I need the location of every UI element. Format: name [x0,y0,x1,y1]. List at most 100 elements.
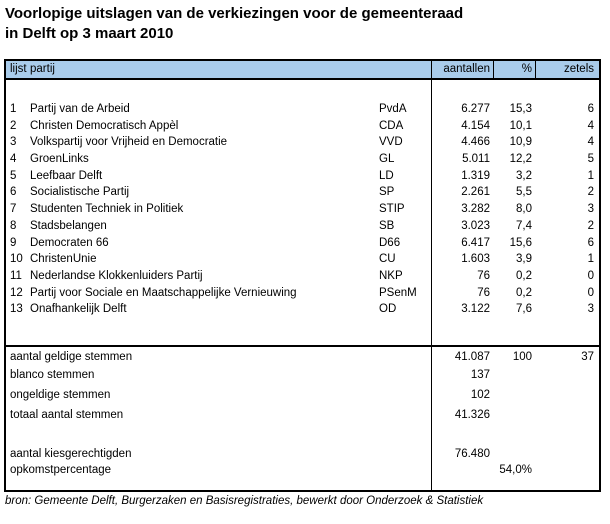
cell-afkorting: OD [379,303,397,316]
cell-zetels: 2 [587,186,594,199]
cell-pct: 12,2 [509,153,532,166]
cell-afkorting: D66 [379,236,401,249]
header-cell-lijst: lijst [10,63,27,75]
table-header-row: lijst partij aantallen % zetels [6,61,599,80]
cell-afkorting: PvdA [379,103,407,115]
results-table: lijst partij aantallen % zetels 1 Partij… [4,59,601,492]
total-pct [493,445,535,463]
header-cell-partij: partij [30,63,55,75]
cell-aantallen: 3.282 [431,201,493,218]
cell-pct: 15,3 [509,103,532,115]
cell-pct: 3,9 [516,253,532,266]
cell-pct: 0,2 [516,269,532,282]
cell-afkorting: CDA [379,119,404,132]
party-row: 2 Christen Democratisch Appèl CDA 4.154 … [6,117,599,135]
cell-afkorting: LD [379,169,394,182]
cell-partij: Volkspartij voor Vrijheid en Democratie [30,136,228,149]
cell-lijst: 1 [10,103,17,115]
party-row: 6 Socialistische Partij SP 2.261 5,5 2 [6,184,599,202]
cell-lijst: 8 [10,219,17,232]
cell-lijst: 3 [10,136,17,149]
cell-pct: 10,1 [509,119,532,132]
cell-partij: Nederlandse Klokkenluiders Partij [30,269,203,282]
header-cell-afkorting [379,61,431,78]
cell-zetels: 6 [587,236,594,249]
total-zetels [535,445,599,463]
cell-pct: 15,6 [509,236,532,249]
cell-partij: ChristenUnie [30,253,97,266]
cell-zetels: 1 [587,169,594,182]
cell-lijst: 4 [10,153,17,166]
cell-zetels: 1 [587,253,594,266]
cell-afkorting: SB [379,219,395,232]
totals-row-geldige-stemmen: aantal geldige stemmen 41.087 100 37 [6,344,599,365]
cell-pct: 3,2 [516,169,532,182]
cell-pct: 7,6 [516,303,532,316]
cell-zetels: 0 [587,286,594,299]
spacer-row [6,317,599,345]
cell-lijst: 7 [10,203,17,216]
total-aantallen: 76.480 [431,444,493,463]
header-cell-aantallen: aantallen [431,61,493,78]
spacer-row [6,80,599,101]
page-title-line1: Voorlopige uitslagen van de verkiezingen… [5,5,464,22]
party-row: 4 GroenLinks GL 5.011 12,2 5 [6,151,599,168]
total-aantallen: 137 [431,364,493,385]
cell-zetels: 4 [587,136,594,149]
cell-partij: Leefbaar Delft [30,169,103,182]
cell-partij: Democraten 66 [30,236,109,249]
header-cell-zetels: zetels [535,61,599,78]
total-aantallen: 102 [431,384,493,405]
cell-aantallen: 4.466 [431,134,493,152]
cell-aantallen: 76 [431,284,493,302]
cell-zetels: 2 [587,219,594,232]
cell-afkorting: CU [379,253,396,266]
total-aantallen: 41.087 [431,346,493,365]
total-pct [493,365,535,385]
totals-row-ongeldige-stemmen: ongeldige stemmen 102 [6,384,599,405]
party-row: 13 Onafhankelijk Delft OD 3.122 7,6 3 [6,301,599,318]
party-row: 9 Democraten 66 D66 6.417 15,6 6 [6,234,599,252]
total-label: aantal kiesgerechtigden [10,447,132,460]
total-zetels [535,365,599,385]
total-label: totaal aantal stemmen [10,408,124,421]
total-pct: 54,0% [499,463,532,476]
total-label: ongeldige stemmen [10,388,111,401]
total-pct [493,405,535,425]
cell-zetels: 4 [587,119,594,132]
cell-partij: Onafhankelijk Delft [30,303,127,316]
cell-afkorting: VVD [379,136,403,149]
party-row: 10 ChristenUnie CU 1.603 3,9 1 [6,251,599,268]
party-row: 3 Volkspartij voor Vrijheid en Democrati… [6,134,599,152]
cell-pct: 0,2 [516,286,532,299]
totals-row-kiesgerechtigden: aantal kiesgerechtigden 76.480 [6,444,599,463]
cell-afkorting: SP [379,186,395,199]
cell-aantallen: 2.261 [431,184,493,202]
total-pct: 100 [512,350,532,363]
cell-aantallen: 4.154 [431,117,493,135]
total-label: aantal geldige stemmen [10,350,133,363]
cell-zetels: 3 [587,203,594,216]
header-cell-pct: % [493,61,535,78]
cell-afkorting: GL [379,153,395,166]
cell-lijst: 13 [10,303,23,316]
cell-partij: GroenLinks [30,153,89,166]
totals-row-totaal-stemmen: totaal aantal stemmen 41.326 [6,404,599,425]
cell-lijst: 6 [10,186,17,199]
cell-partij: Stadsbelangen [30,219,107,232]
cell-aantallen: 6.417 [431,234,493,252]
party-row: 1 Partij van de Arbeid PvdA 6.277 15,3 6 [6,101,599,118]
total-aantallen: 41.326 [431,404,493,425]
cell-partij: Studenten Techniek in Politiek [30,203,184,216]
page-title: Voorlopige uitslagen van de verkiezingen… [5,4,463,44]
cell-partij: Partij voor Sociale en Maatschappelijke … [30,286,297,299]
cell-partij: Partij van de Arbeid [30,103,130,115]
cell-aantallen: 5.011 [431,151,493,168]
party-row: 7 Studenten Techniek in Politiek STIP 3.… [6,201,599,218]
cell-zetels: 6 [587,103,594,115]
cell-aantallen: 1.603 [431,251,493,268]
total-zetels [535,385,599,405]
cell-afkorting: PSenM [379,286,417,299]
source-note: bron: Gemeente Delft, Burgerzaken en Bas… [5,495,484,507]
